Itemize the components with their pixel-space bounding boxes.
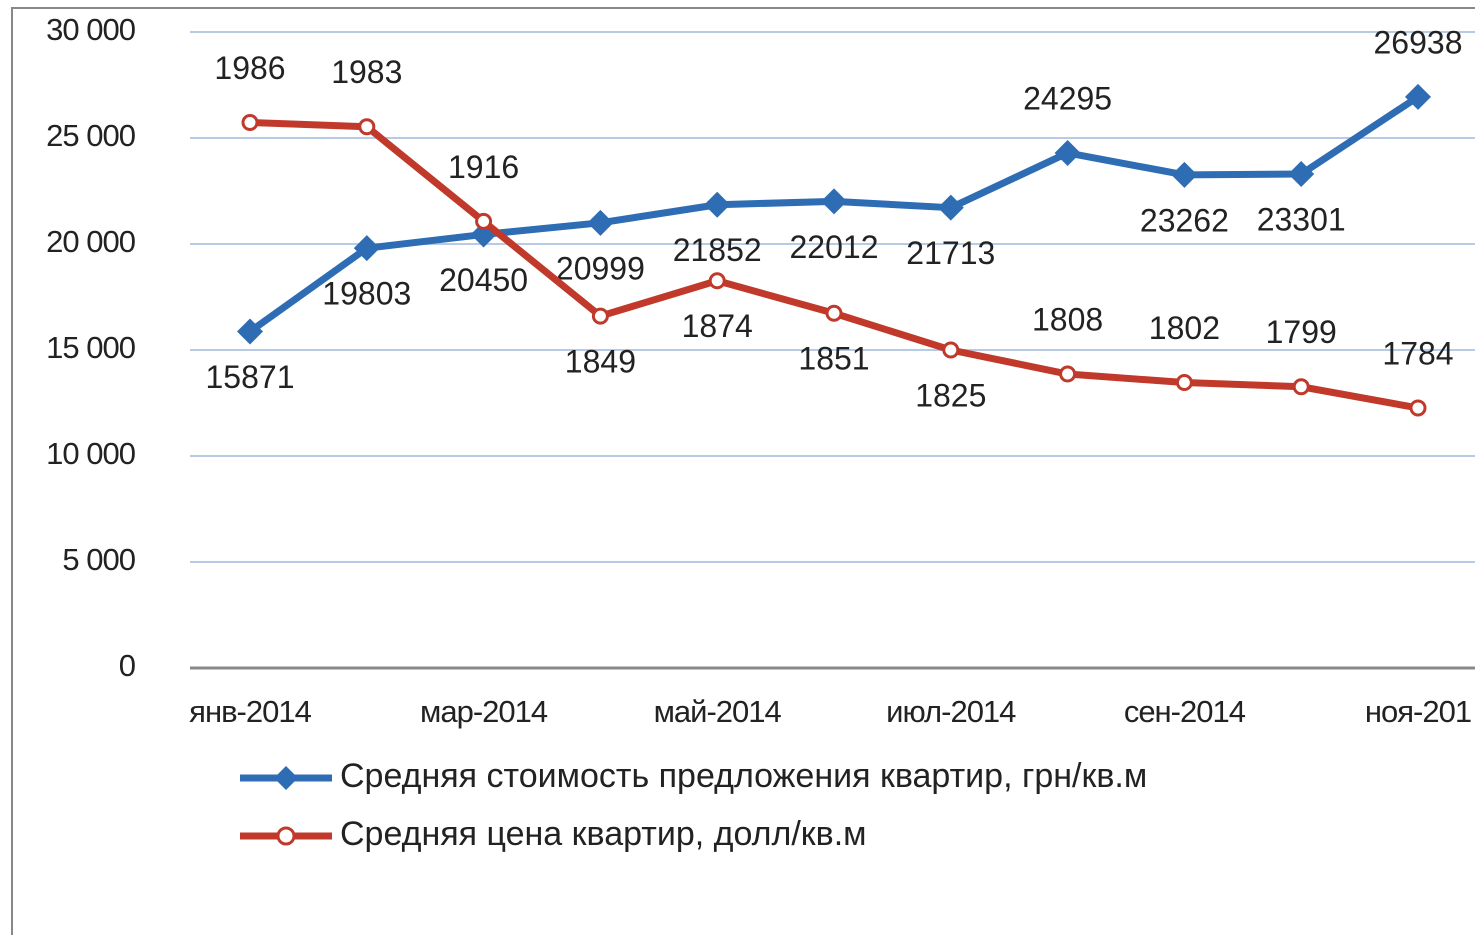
x-tick-label: янв-2014 <box>189 694 311 729</box>
data-label: 21852 <box>673 232 762 268</box>
x-tick-label: сен-2014 <box>1124 694 1246 729</box>
x-tick-label: июл-2014 <box>886 694 1016 729</box>
data-label: 1851 <box>798 341 869 377</box>
point-marker <box>587 209 614 236</box>
data-label: 1802 <box>1149 310 1220 346</box>
point-marker <box>591 307 609 325</box>
data-label: 26938 <box>1374 24 1463 60</box>
point-marker <box>237 318 263 345</box>
data-label: 20450 <box>439 262 528 298</box>
data-label: 19803 <box>322 276 411 312</box>
y-tick-label: 10 000 <box>46 436 136 471</box>
point-marker <box>1175 374 1193 392</box>
data-label: 23301 <box>1257 201 1346 237</box>
data-label: 1784 <box>1382 335 1453 371</box>
point-marker <box>825 304 843 322</box>
point-marker <box>1059 365 1077 383</box>
data-label: 21713 <box>906 235 995 271</box>
legend-marker <box>276 826 296 846</box>
point-marker <box>708 272 726 290</box>
data-label: 15871 <box>206 359 295 395</box>
data-label: 1986 <box>214 50 285 86</box>
x-tick-label: май-2014 <box>654 694 782 729</box>
point-marker <box>353 235 380 262</box>
data-label: 20999 <box>556 250 645 286</box>
point-marker <box>937 194 964 221</box>
data-label: 1808 <box>1032 301 1103 337</box>
data-label: 1983 <box>331 54 402 90</box>
x-tick-label: ноя-201 <box>1365 694 1471 729</box>
point-marker <box>1171 161 1198 188</box>
data-label: 1799 <box>1266 314 1337 350</box>
y-tick-label: 15 000 <box>46 330 136 365</box>
point-marker <box>821 188 847 215</box>
y-tick-label: 20 000 <box>46 224 136 259</box>
point-marker <box>1288 161 1315 188</box>
y-tick-label: 25 000 <box>46 118 136 153</box>
data-label: 1874 <box>682 308 753 344</box>
point-marker <box>475 212 493 230</box>
point-marker <box>1292 378 1310 396</box>
point-marker <box>704 191 731 218</box>
x-tick-label: мар-2014 <box>420 694 548 729</box>
point-marker <box>1409 399 1427 417</box>
legend-marker <box>274 766 298 790</box>
data-label: 1825 <box>915 377 986 413</box>
data-label: 24295 <box>1023 80 1112 116</box>
legend-label: Средняя цена квартир, долл/кв.м <box>340 815 867 853</box>
y-tick-label: 0 <box>119 648 136 683</box>
point-marker <box>1054 139 1081 166</box>
y-tick-label: 5 000 <box>62 542 135 577</box>
point-marker <box>358 118 376 136</box>
y-tick-label: 30 000 <box>46 12 136 47</box>
chart-frame <box>11 7 1475 935</box>
data-label: 1849 <box>565 344 636 380</box>
point-marker <box>1405 83 1431 110</box>
data-label: 1916 <box>448 149 519 185</box>
point-marker <box>942 341 960 359</box>
legend-label: Средняя стоимость предложения квартир, г… <box>340 757 1147 795</box>
point-marker <box>241 113 259 131</box>
data-label: 22012 <box>790 229 879 265</box>
data-label: 23262 <box>1140 202 1229 238</box>
